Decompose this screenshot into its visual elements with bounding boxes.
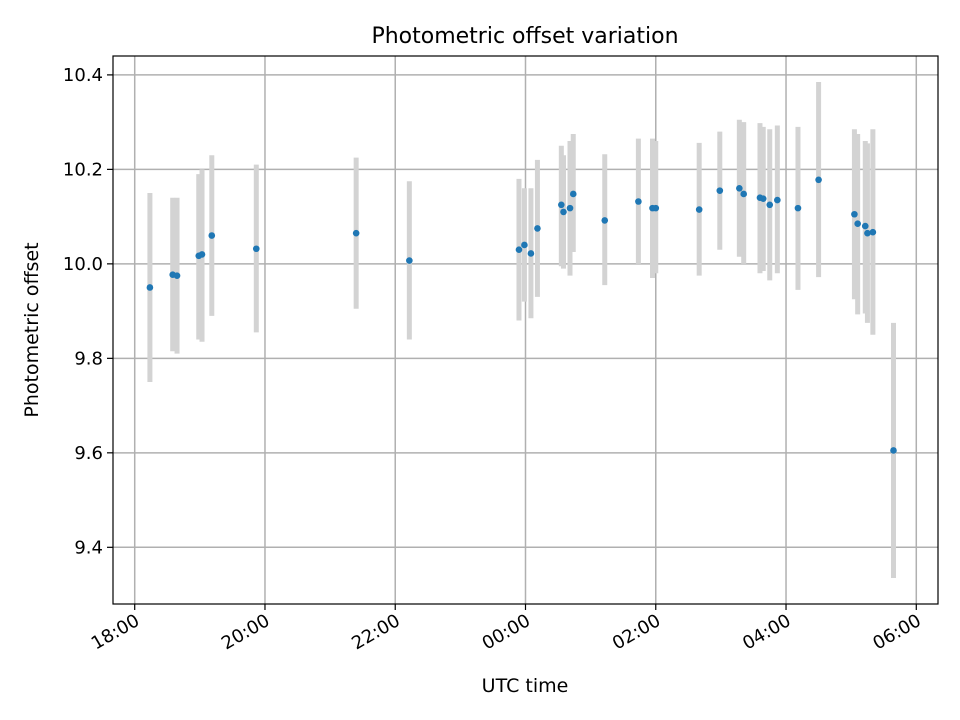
data-point (534, 225, 541, 232)
data-point (869, 228, 877, 236)
grid (113, 56, 938, 604)
data-point (736, 184, 743, 192)
data-point (566, 204, 574, 212)
chart-title: Photometric offset variation (371, 24, 678, 49)
data-point (635, 198, 642, 205)
data-point (569, 190, 577, 198)
x-axis-label: UTC time (482, 675, 569, 697)
data-point (740, 190, 747, 198)
data-point (252, 245, 260, 253)
data-point (890, 447, 897, 454)
data-point (861, 222, 869, 230)
data-point (521, 241, 528, 249)
data-point (560, 208, 567, 216)
y-tick-label: 9.6 (74, 443, 103, 464)
data-point (406, 257, 413, 264)
data-point (652, 204, 660, 212)
data-point (208, 232, 216, 239)
data-point (766, 201, 774, 209)
data-point (854, 220, 861, 228)
y-tick-label: 9.8 (74, 348, 103, 369)
data-point (146, 284, 154, 291)
data-point (173, 272, 181, 279)
y-tick-label: 10.4 (63, 65, 103, 86)
y-axis: 9.4 9.6 9.8 10.0 10.2 10.4 (63, 65, 113, 558)
data-point (774, 196, 781, 204)
data-points (146, 176, 897, 454)
data-point (527, 250, 535, 257)
data-point (794, 204, 802, 212)
data-point (515, 246, 523, 253)
data-point (851, 210, 858, 218)
data-point (716, 187, 724, 194)
data-point (198, 251, 206, 258)
data-point (558, 201, 565, 209)
y-axis-label: Photometric offset (21, 242, 43, 417)
data-point (759, 195, 767, 202)
data-point (864, 229, 871, 237)
data-point (815, 176, 822, 184)
y-tick-label: 9.4 (74, 537, 103, 558)
data-point (601, 217, 609, 224)
y-tick-label: 10.0 (63, 254, 103, 275)
data-point (352, 229, 360, 237)
y-tick-label: 10.2 (63, 159, 103, 180)
data-point (695, 206, 703, 213)
